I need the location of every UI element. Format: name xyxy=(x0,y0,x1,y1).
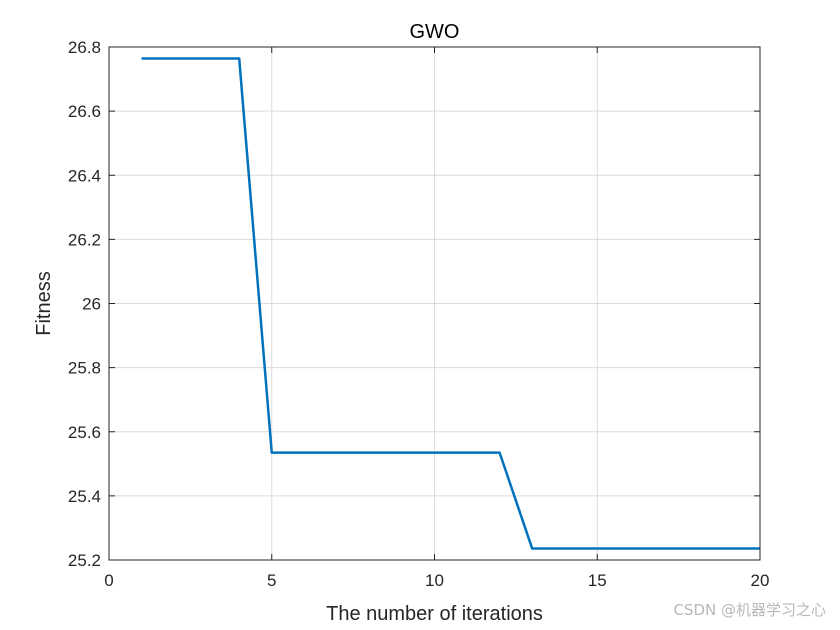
series-line xyxy=(141,57,760,550)
y-tick-label: 25.8 xyxy=(68,359,101,378)
y-axis-label: Fitness xyxy=(33,271,55,335)
x-tick-label: 10 xyxy=(425,571,444,590)
x-axis-label: The number of iterations xyxy=(326,603,543,625)
y-tick-label: 25.2 xyxy=(68,551,101,570)
tick-marks xyxy=(108,46,761,561)
chart-title: GWO xyxy=(410,21,460,43)
y-tick-label: 25.4 xyxy=(68,487,101,506)
y-tick-label: 25.6 xyxy=(68,423,101,442)
y-tick-label: 26.8 xyxy=(68,38,101,57)
y-tick-label: 26.2 xyxy=(68,230,101,249)
y-tick-label: 26.4 xyxy=(68,166,101,185)
x-tick-label: 15 xyxy=(588,571,607,590)
x-tick-labels: 0 5 10 15 20 xyxy=(104,571,769,590)
y-tick-labels: 25.2 25.4 25.6 25.8 26 26.2 26.4 26.6 26.8 xyxy=(68,38,101,570)
watermark-text: CSDN @机器学习之心 xyxy=(673,601,826,619)
y-tick-label: 26 xyxy=(82,295,101,314)
series-layer xyxy=(141,57,760,550)
x-tick-label: 5 xyxy=(267,571,276,590)
x-tick-label: 0 xyxy=(104,571,113,590)
x-tick-label: 20 xyxy=(751,571,770,590)
y-tick-label: 26.6 xyxy=(68,102,101,121)
